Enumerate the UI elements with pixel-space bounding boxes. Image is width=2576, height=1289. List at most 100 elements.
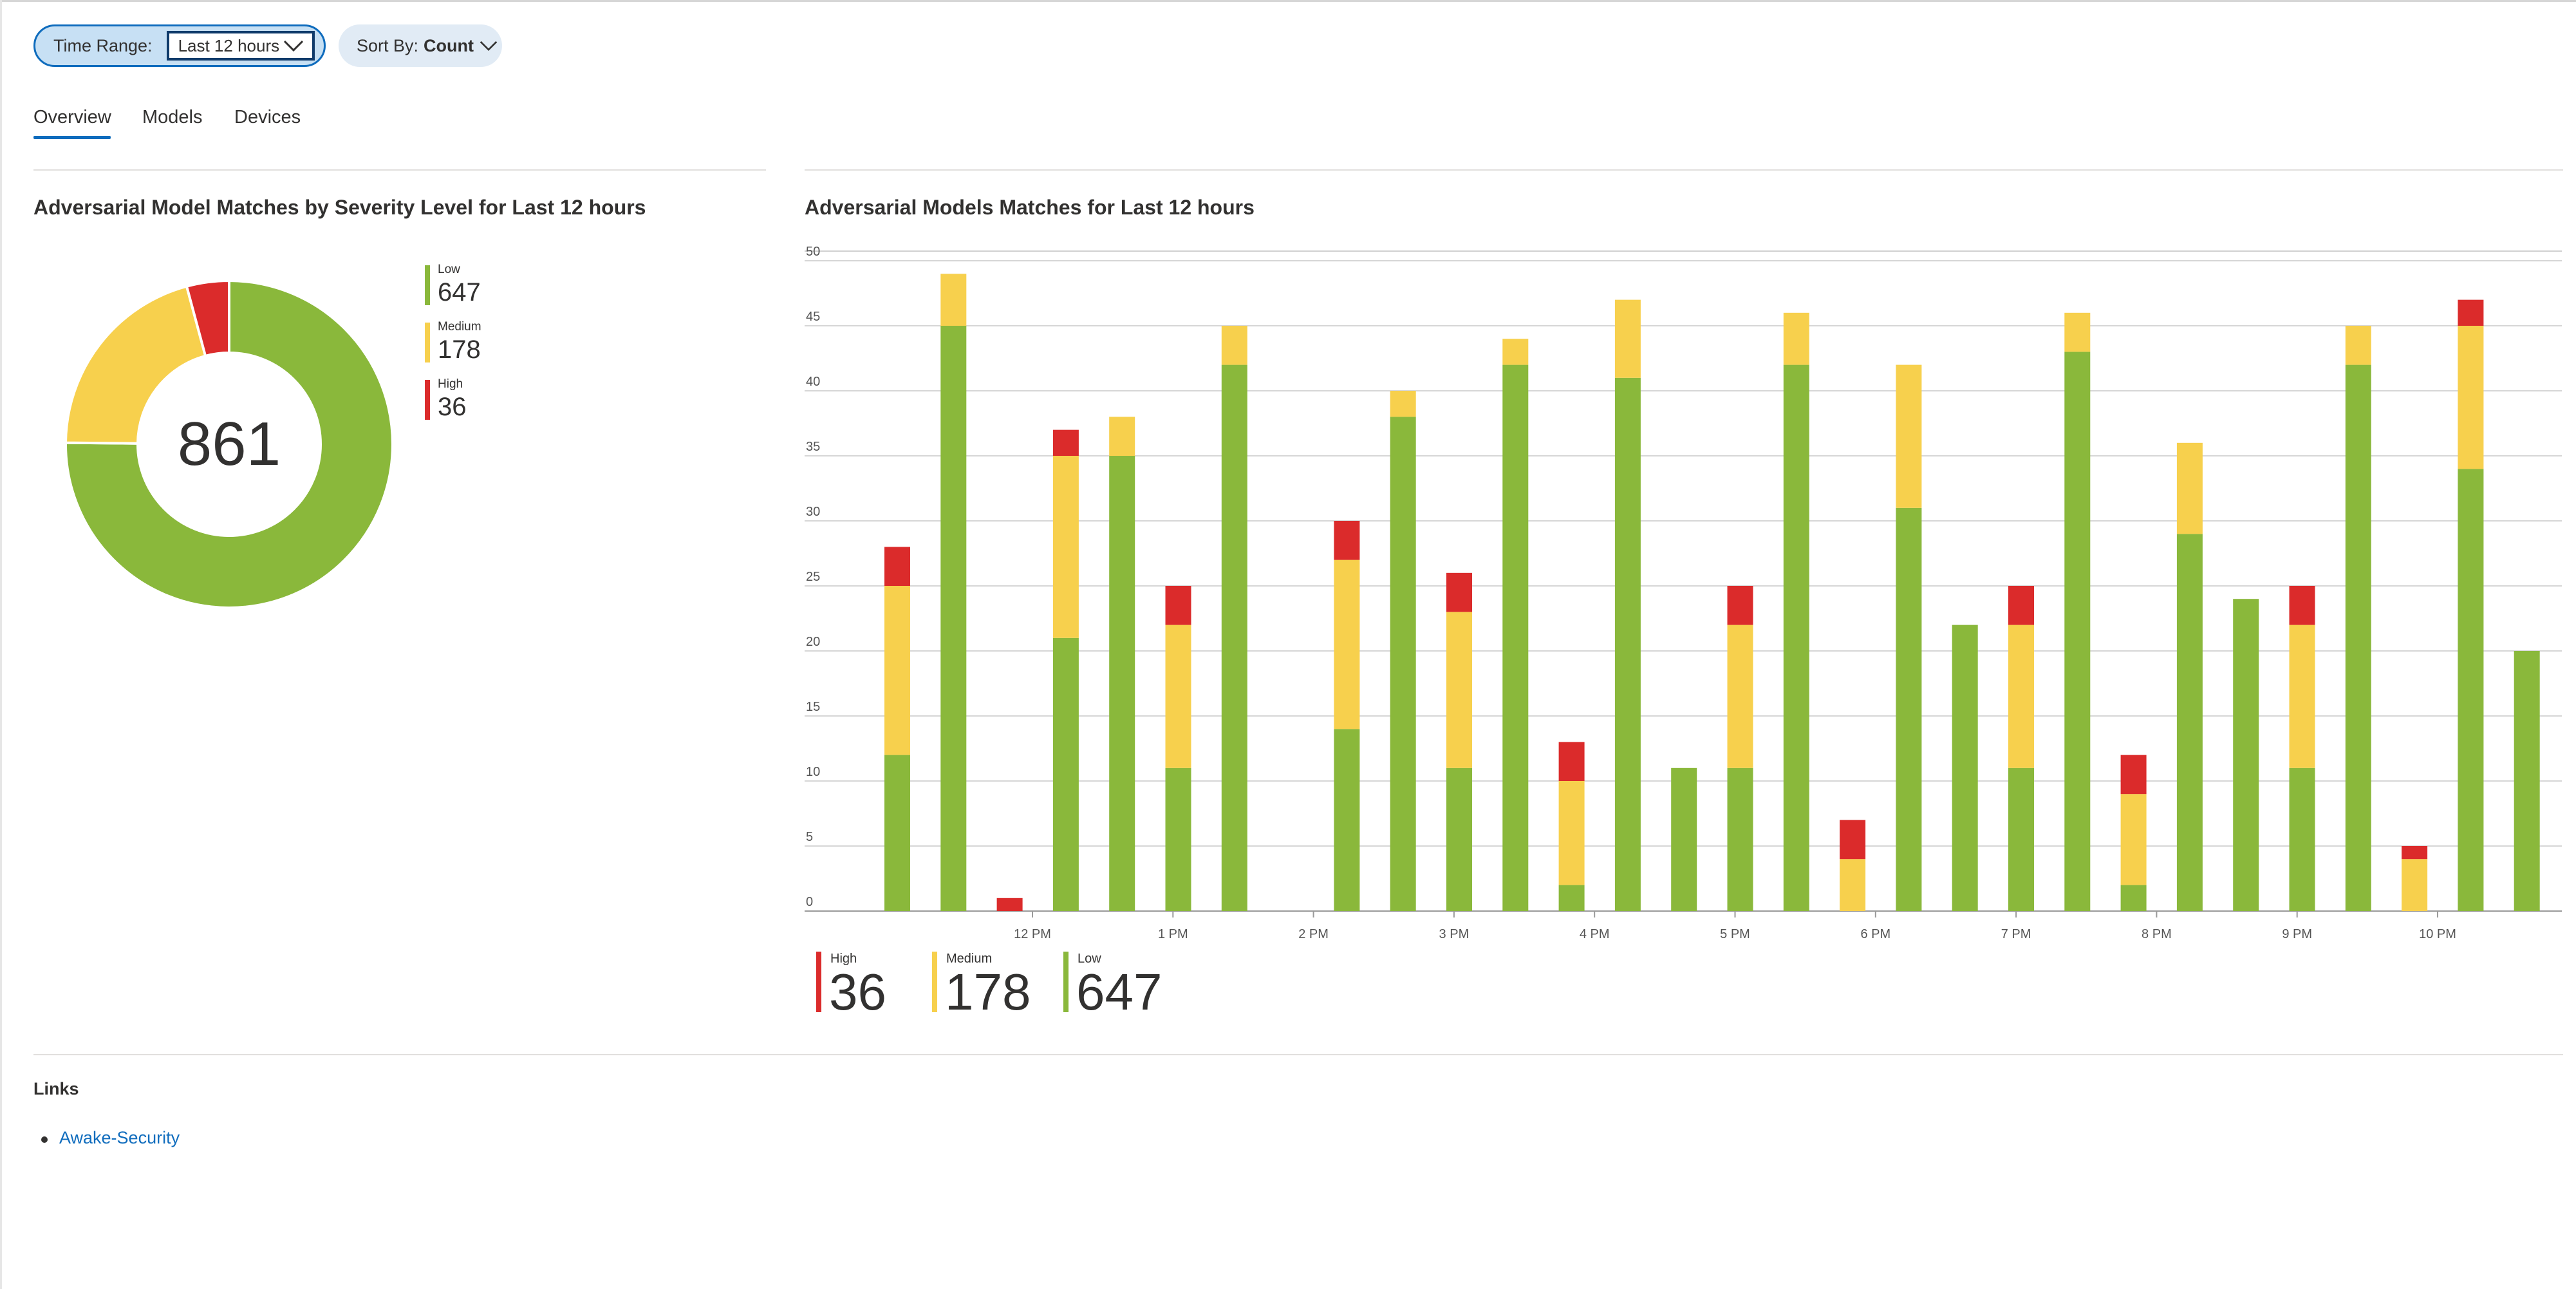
tab-models[interactable]: Models	[142, 107, 203, 127]
bar-segment-medium	[1390, 391, 1416, 417]
donut-slice-high	[185, 279, 230, 358]
bar-segment-low	[1783, 364, 1809, 911]
y-tick-label: 15	[806, 700, 820, 714]
bar-segment-low	[2345, 364, 2371, 911]
bar-segment-low	[1896, 507, 1922, 911]
legend-label: Low	[1078, 952, 1101, 966]
bar-segment-medium	[2064, 312, 2091, 352]
x-tick-label: 3 PM	[1439, 927, 1470, 941]
bar-segment-low	[2289, 767, 2315, 911]
bar-segment-medium	[1109, 417, 1135, 456]
bar-segment-low	[1109, 456, 1135, 911]
y-tick-label: 20	[806, 635, 820, 649]
legend-swatch-medium	[932, 952, 937, 1012]
bar-segment-medium	[2120, 794, 2147, 885]
bar-segment-high	[1558, 742, 1585, 781]
sort-by-filter[interactable]: Sort By: Count	[339, 24, 502, 67]
bar-segment-low	[1558, 885, 1585, 911]
legend-label: Medium	[946, 952, 993, 966]
bar-segment-low	[1952, 625, 1978, 911]
legend-value: 36	[829, 963, 886, 1021]
y-tick-label: 40	[806, 375, 820, 389]
bar-segment-medium	[2289, 625, 2315, 768]
legend-swatch-high	[816, 952, 821, 1012]
legend-value: 178	[438, 335, 481, 364]
legend-swatch-low	[425, 265, 430, 305]
bar-segment-high	[996, 898, 1023, 911]
list-item: Awake-Security	[33, 1128, 180, 1148]
awake-security-link[interactable]: Awake-Security	[59, 1128, 180, 1147]
x-tick-label: 6 PM	[1860, 927, 1890, 941]
bar-segment-low	[1334, 729, 1360, 911]
legend-label: Low	[438, 263, 460, 276]
time-range-dropdown[interactable]: Last 12 hours	[166, 31, 315, 61]
y-tick-label: 25	[806, 570, 820, 584]
x-tick-label: 4 PM	[1580, 927, 1610, 941]
bar-segment-high	[1840, 820, 1866, 860]
chevron-down-icon	[480, 41, 498, 52]
bar-segment-low	[2458, 469, 2484, 911]
bar-segment-medium	[884, 586, 910, 755]
y-tick-label: 35	[806, 440, 820, 454]
time-range-value: Last 12 hours	[178, 35, 280, 55]
bar-segment-low	[1614, 377, 1641, 911]
bar-segment-medium	[1446, 612, 1472, 768]
bar-segment-high	[2402, 846, 2428, 860]
bar-segment-medium	[1334, 560, 1360, 729]
bar-segment-high	[1334, 521, 1360, 560]
legend-swatch-high	[425, 380, 430, 420]
y-tick-label: 30	[806, 505, 820, 519]
bullet	[41, 1136, 48, 1143]
legend-value: 36	[438, 393, 467, 421]
x-tick-label: 12 PM	[1014, 927, 1051, 941]
tab-overview[interactable]: Overview	[33, 107, 111, 127]
top-border	[0, 0, 2576, 2]
time-range-label: Time Range:	[53, 35, 153, 55]
bar-segment-low	[2008, 767, 2034, 911]
bar-segment-high	[884, 547, 910, 586]
bar-segment-medium	[1614, 299, 1641, 378]
links-heading: Links	[33, 1079, 79, 1098]
bar-segment-medium	[1783, 312, 1809, 365]
bar-segment-high	[2008, 586, 2034, 625]
bar-segment-low	[1052, 637, 1079, 911]
bar-segment-low	[2064, 352, 2091, 911]
legend-value: 647	[438, 278, 481, 306]
bar-segment-medium	[1165, 625, 1191, 768]
bar-segment-high	[1052, 429, 1079, 456]
legend-label: High	[830, 952, 857, 966]
bar-segment-medium	[2008, 625, 2034, 768]
legend-swatch-medium	[425, 323, 430, 362]
tab-devices[interactable]: Devices	[234, 107, 301, 127]
bar-segment-low	[2514, 651, 2540, 911]
donut-slice-low	[64, 279, 394, 609]
divider	[33, 1054, 2563, 1055]
legend-swatch-low	[1063, 952, 1069, 1012]
donut-total: 861	[177, 409, 281, 478]
bar-segment-medium	[940, 274, 967, 326]
bar-segment-high	[2120, 755, 2147, 795]
bar-segment-medium	[1221, 326, 1247, 365]
x-tick-label: 10 PM	[2419, 927, 2456, 941]
time-range-filter[interactable]: Time Range: Last 12 hours	[33, 24, 326, 67]
bar-segment-medium	[1502, 339, 1529, 365]
bar-segment-low	[884, 755, 910, 911]
bar-segment-low	[1221, 364, 1247, 911]
bar-segment-high	[2458, 299, 2484, 326]
bar-segment-high	[1727, 586, 1753, 625]
severity-donut-chart	[64, 279, 394, 609]
divider	[33, 169, 766, 171]
bar-segment-medium	[1052, 456, 1079, 638]
x-tick-label: 7 PM	[2001, 927, 2031, 941]
bar-segment-low	[1671, 767, 1697, 911]
bar-segment-low	[1390, 417, 1416, 911]
divider	[805, 169, 2563, 171]
y-tick-label: 5	[806, 830, 813, 844]
chevron-down-icon	[283, 40, 303, 52]
links-list: Awake-Security	[33, 1128, 180, 1148]
matches-stacked-bar-chart: 0 5 10 15 20 25 30 35 40 45 50 12 PM 1 PM 2 PM 3 PM 4 P…	[805, 245, 2562, 941]
bar-segment-high	[2289, 586, 2315, 625]
bar-segment-high	[1165, 586, 1191, 625]
bar-segment-medium	[2402, 859, 2428, 911]
bar-segment-medium	[2458, 326, 2484, 469]
